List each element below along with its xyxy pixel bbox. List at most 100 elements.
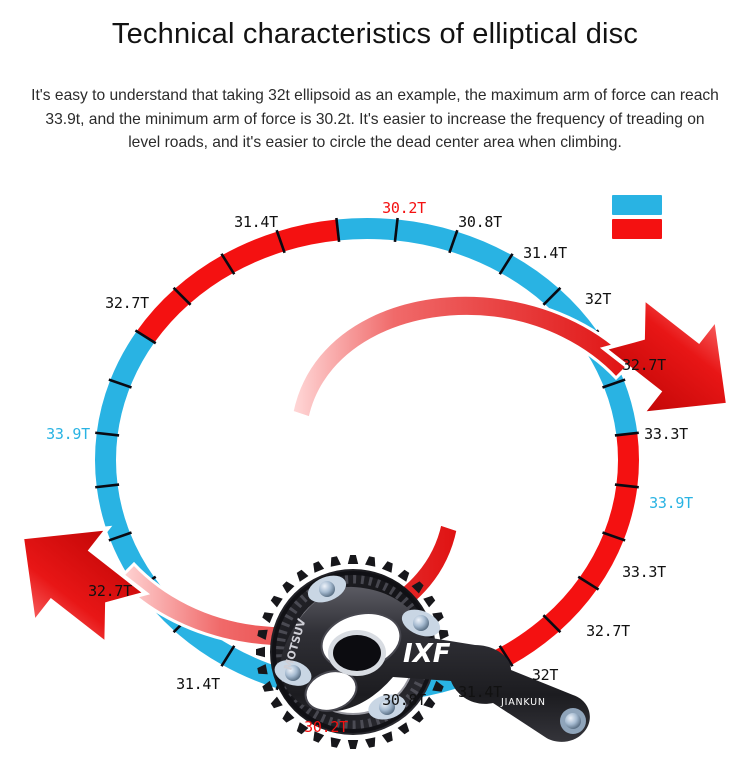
ring-tick-mark: [577, 575, 600, 591]
chainring-tooth: [411, 581, 424, 594]
legend-swatch-red: [612, 219, 662, 239]
ring-segment: [94, 432, 118, 488]
ring-tick-mark: [134, 329, 157, 345]
ring-tick-mark: [275, 229, 286, 254]
ring-segment: [544, 577, 598, 632]
page-title: Technical characteristics of elliptical …: [111, 18, 639, 50]
chainring-tooth: [270, 595, 283, 608]
tick-label-left-33-9: 33.9T: [46, 425, 90, 443]
chainring-tooth: [365, 737, 376, 748]
ring-segment: [222, 231, 285, 273]
ring-segment: [603, 380, 638, 436]
chainring-tooth: [347, 740, 359, 749]
ring-tick-mark: [108, 378, 132, 389]
ring-segment: [110, 331, 155, 388]
rotation-arrow-top: [290, 293, 731, 420]
tick-label-bottom-right-31-4: 31.4T: [458, 683, 502, 701]
tick-label-bottom-right-32: 32T: [531, 666, 559, 684]
ring-tick-mark: [108, 531, 132, 542]
crankset-svg: IXF JIANKUN MOTSUV: [256, 555, 590, 749]
chainring-tooth: [330, 556, 341, 567]
ring-segment: [449, 231, 512, 273]
tick-label-top-right-30-8: 30.8T: [458, 213, 502, 231]
tick-label-bottom-left-32-7: 32.7T: [88, 582, 132, 600]
tick-label-right-33-9: 33.9T: [649, 494, 693, 512]
tick-label-top-30-2: 30.2T: [382, 199, 426, 217]
ring-segment: [277, 219, 339, 252]
ring-segment: [336, 217, 398, 241]
ring-segment: [500, 255, 560, 304]
chainring-tooth: [397, 569, 410, 582]
ring-tick-mark: [602, 531, 626, 542]
ring-segment: [395, 219, 457, 252]
chainring-tooth: [330, 737, 341, 748]
chainring-tooth: [313, 561, 325, 573]
ring-tick-mark: [498, 253, 514, 275]
tick-label-bottom-30-8: 30.8T: [382, 691, 426, 709]
ring-segment: [500, 616, 560, 665]
ring-tick-mark: [614, 483, 639, 489]
ring-segment: [96, 380, 131, 436]
chainring-bolts: [274, 575, 441, 720]
tick-label-right-32-7: 32.7T: [622, 356, 666, 374]
chainring-tooth: [313, 731, 325, 743]
crank-brand-jiankun: JIANKUN: [500, 697, 546, 708]
chainring-tooth: [438, 629, 449, 640]
tick-label-bottom-right-32-7: 32.7T: [586, 622, 630, 640]
chainring-tooth: [423, 595, 436, 608]
tick-label-bottom-right-33-3: 33.3T: [622, 563, 666, 581]
elliptical-disc-figure: IXF JIANKUN MOTSUV 31.4T 30.2T 30.8T 31.4T 3…: [0, 190, 750, 750]
tick-label-left-32-7: 32.7T: [105, 294, 149, 312]
ring-segment: [616, 432, 640, 488]
ring-tick-mark: [95, 483, 120, 489]
chainring-tooth: [423, 696, 436, 709]
ring-tick-mark: [542, 614, 562, 634]
tick-label-bottom-30-2: 30.2T: [304, 718, 348, 736]
chainring-tooth: [262, 680, 274, 692]
legend: [612, 195, 662, 243]
crankset-image: IXF JIANKUN MOTSUV: [243, 545, 608, 760]
ring-tick-mark: [335, 217, 341, 243]
chainring-tooth: [381, 561, 393, 573]
tick-label-right-32: 32T: [584, 290, 612, 308]
ring-segment: [174, 255, 234, 304]
chainring-tooth: [270, 696, 283, 709]
ring-tick-mark: [393, 217, 399, 243]
ring-tick-mark: [95, 431, 120, 437]
chainring-tooth: [347, 555, 359, 564]
ring-tick-mark: [614, 431, 639, 437]
chainring-tooth: [397, 722, 410, 735]
ring-tick-mark: [220, 253, 236, 275]
tick-label-top-right-31-4: 31.4T: [523, 244, 567, 262]
legend-swatch-blue: [612, 195, 662, 215]
ring-tick-mark: [602, 378, 626, 389]
pedal-spindle: [560, 708, 586, 734]
ring-segment: [222, 647, 285, 689]
ring-tick-mark: [498, 645, 514, 667]
chainring-tooth: [432, 680, 444, 692]
ring-segment: [579, 532, 624, 589]
ring-tick-mark: [542, 286, 562, 306]
chainring-tooth: [282, 581, 295, 594]
description-paragraph: It's easy to understand that taking 32t …: [31, 87, 719, 151]
crank-brand-ixf: IXF: [403, 639, 451, 669]
ring-segment: [96, 484, 131, 540]
chainring-tooth: [365, 556, 376, 567]
crank-arm: [280, 586, 590, 742]
chainring-tooth: [432, 612, 444, 624]
chainring-tooth: [262, 612, 274, 624]
ring-tick-mark: [172, 286, 192, 306]
chainring-tooth: [296, 569, 309, 582]
chainring-tooth: [257, 664, 268, 675]
tick-label-bottom-left-31-4: 31.4T: [176, 675, 220, 693]
ring-segment: [603, 484, 638, 540]
chainring-tooth: [411, 710, 424, 723]
chainring-tooth: [381, 731, 393, 743]
tick-label-top-left-31-4: 31.4T: [234, 213, 278, 231]
chainring-tooth: [282, 710, 295, 723]
chainring-tooth: [257, 629, 268, 640]
ring-tick-mark: [448, 229, 459, 254]
chainring-tooth: [256, 646, 265, 658]
ring-tick-mark: [220, 645, 236, 667]
